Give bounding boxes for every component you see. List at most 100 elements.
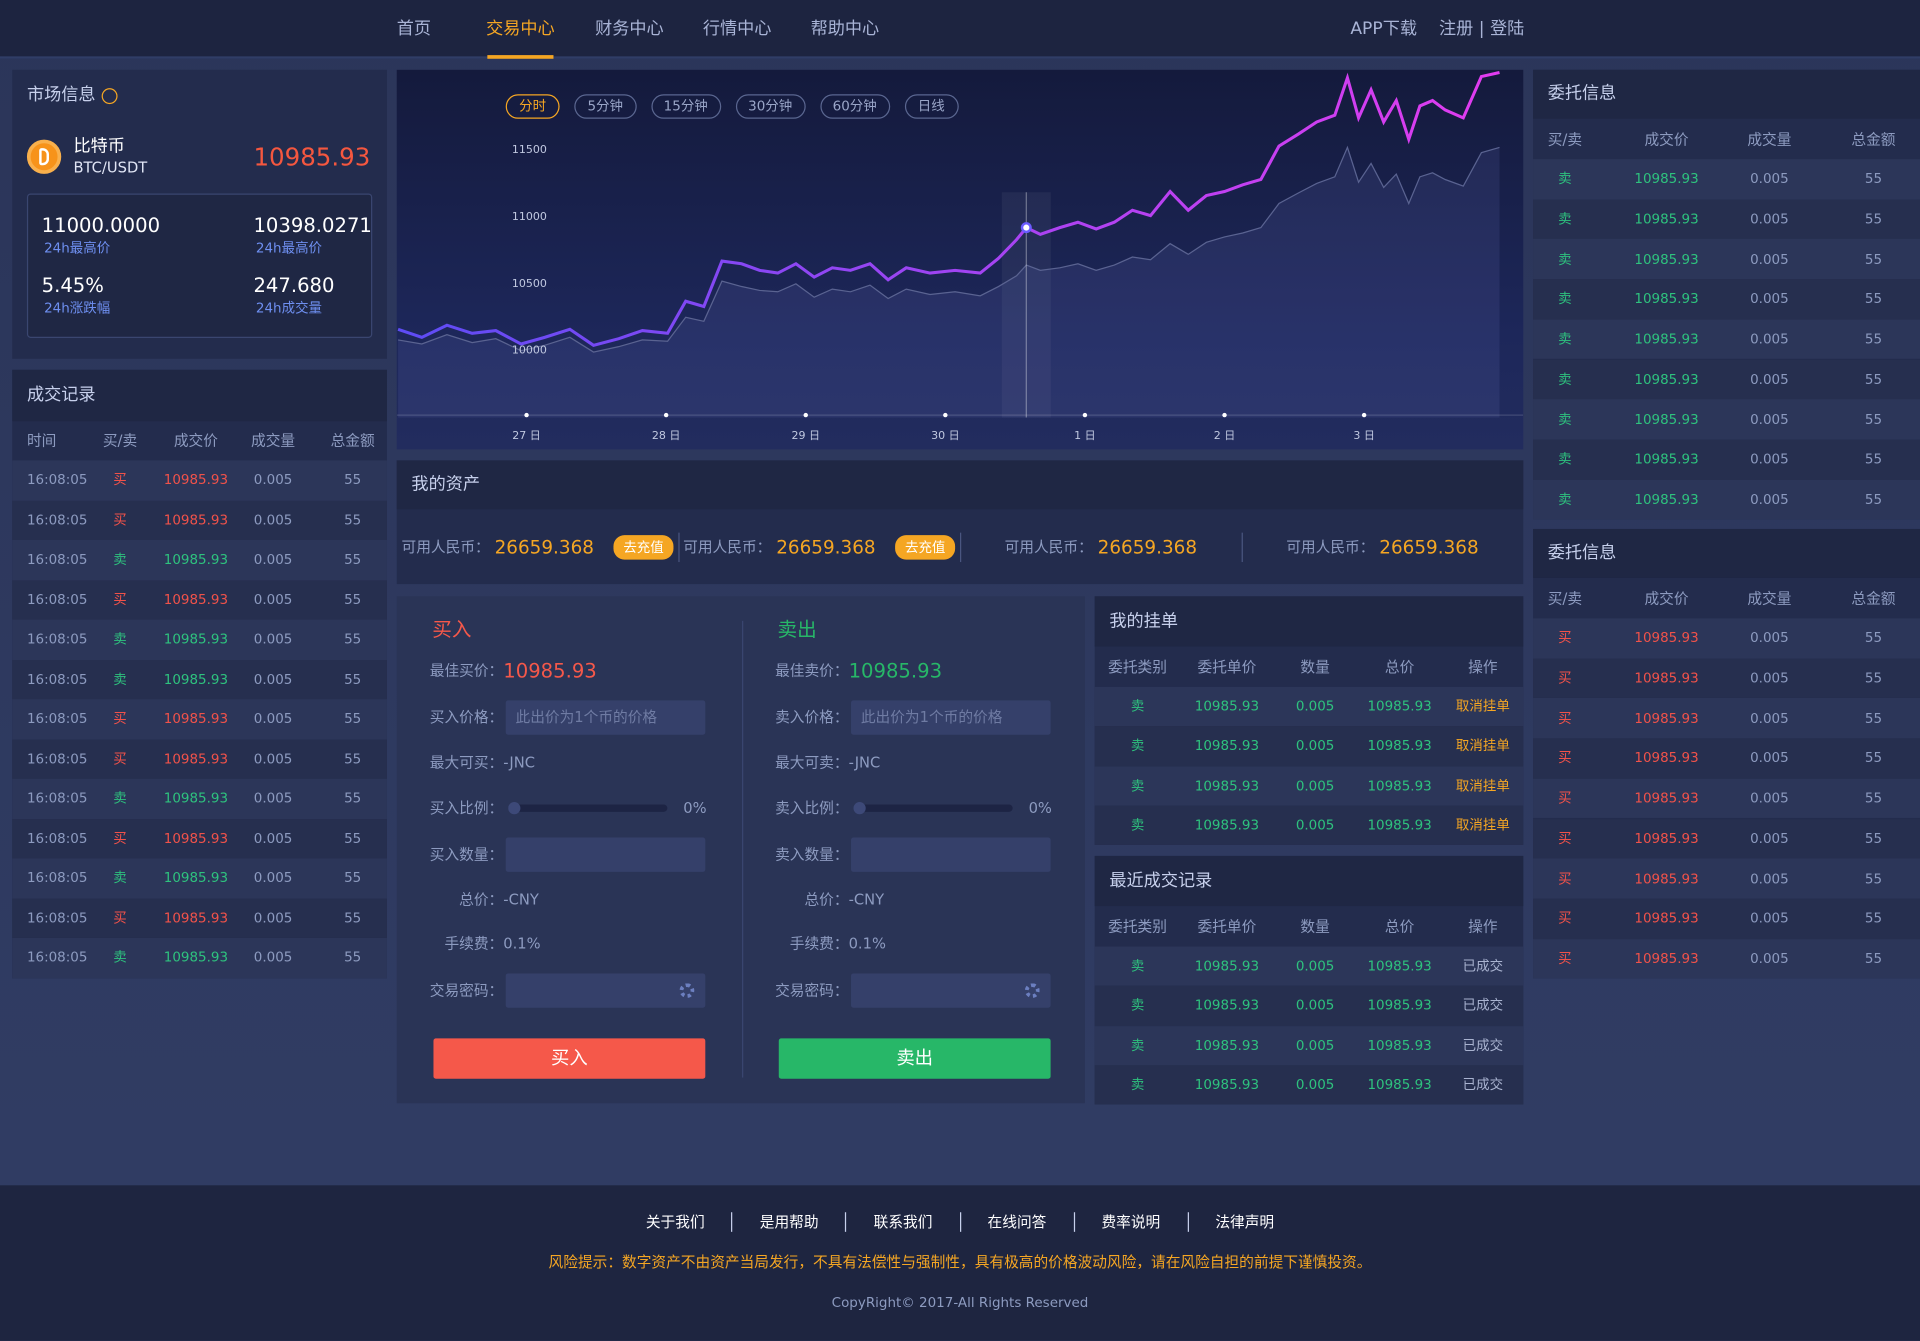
chart-tab[interactable]: 30分钟 — [735, 94, 806, 119]
asset-value: 26659.368 — [494, 535, 594, 558]
recharge-button[interactable]: 去充值 — [895, 534, 956, 559]
cell: 0.005 — [1295, 777, 1335, 794]
cell: 10985.93 — [1367, 817, 1432, 834]
asset-divider — [678, 532, 680, 563]
cell: 卖 — [113, 631, 127, 648]
ratio-value: 0% — [683, 799, 707, 817]
cell: 卖 — [1558, 331, 1572, 348]
cell[interactable]: 取消挂单 — [1455, 817, 1510, 834]
coin-name: 比特币 — [73, 136, 125, 157]
asset-divider — [1241, 532, 1243, 563]
cell: 10985.93 — [163, 631, 229, 648]
cell: 卖 — [113, 551, 127, 568]
chart-tab[interactable]: 分时 — [505, 94, 560, 119]
cell: 0.005 — [1750, 750, 1789, 767]
footer-link[interactable]: 法律声明 — [1187, 1212, 1301, 1232]
chart-tab[interactable]: 5分钟 — [574, 94, 637, 119]
nav-item[interactable]: 帮助中心 — [810, 19, 880, 39]
cell[interactable]: 取消挂单 — [1455, 738, 1510, 755]
cell: 10985.93 — [163, 512, 229, 528]
x-tick-label: 28 日 — [652, 429, 681, 442]
stat-value: 247.680 — [253, 273, 335, 297]
table-row: 16:08:05 卖 10985.93 0.005 55 — [12, 937, 387, 978]
ratio-track[interactable] — [508, 804, 668, 812]
footer-link[interactable]: 在线问答 — [959, 1212, 1073, 1232]
submit-button[interactable]: 买入 — [433, 1038, 706, 1079]
cell: 10985.93 — [1634, 630, 1699, 647]
cell: 0.005 — [1750, 251, 1789, 268]
cell: 55 — [344, 472, 362, 489]
cell: 0.005 — [1295, 817, 1335, 834]
price-input[interactable] — [505, 700, 706, 735]
cell: 10985.93 — [1194, 958, 1260, 975]
cell: 买 — [1558, 870, 1572, 887]
button-label: 买入 — [551, 1046, 588, 1069]
chart-tab[interactable]: 60分钟 — [819, 94, 890, 119]
y-tick-label: 10500 — [512, 277, 547, 290]
chart-tab[interactable]: 日线 — [904, 94, 959, 119]
cell: 16:08:05 — [26, 750, 88, 767]
table-row: 16:08:05 买 10985.93 0.005 55 — [12, 500, 387, 540]
cell: 55 — [344, 790, 362, 807]
table-row: 卖 10985.93 0.005 10985.93 取消挂单 — [1094, 766, 1524, 806]
asset-label: 可用人民币： — [401, 538, 490, 556]
x-tick — [1361, 412, 1367, 418]
table-row: 16:08:05 买 10985.93 0.005 55 — [12, 898, 387, 938]
coin-pair: BTC/USDT — [73, 158, 148, 177]
footer-link[interactable]: 费率说明 — [1073, 1212, 1187, 1232]
footer-link[interactable]: 是用帮助 — [731, 1212, 846, 1232]
nav-link[interactable]: APP下载 — [1350, 19, 1418, 39]
cell: 10985.93 — [1194, 817, 1260, 834]
qty-input[interactable] — [851, 837, 1051, 872]
cell: 55 — [344, 909, 362, 926]
cell: 10985.93 — [1634, 950, 1699, 967]
cell: 0.005 — [253, 591, 293, 608]
dropdown-icon[interactable] — [101, 88, 118, 105]
chart-tab[interactable]: 15分钟 — [650, 94, 721, 119]
cell: 卖 — [1558, 211, 1572, 228]
stat-label: 24h成交量 — [255, 300, 323, 317]
cell: 买 — [1558, 790, 1572, 807]
password-input[interactable] — [851, 973, 1051, 1008]
cell: 0.005 — [1750, 331, 1789, 348]
qty-input[interactable] — [505, 837, 706, 872]
nav-item[interactable]: 交易中心 — [486, 19, 555, 39]
x-tick-label: 27 日 — [512, 429, 541, 442]
password-input[interactable] — [505, 973, 706, 1008]
ratio-track[interactable] — [853, 804, 1013, 812]
cell: 买 — [1558, 710, 1572, 727]
column-header: 买/卖 — [102, 432, 138, 450]
cell: 10985.93 — [1367, 1076, 1432, 1093]
cell: 10985.93 — [1634, 710, 1699, 727]
x-tick — [1082, 412, 1088, 418]
nav-item[interactable]: 财务中心 — [595, 19, 664, 39]
nav-item[interactable]: 行情中心 — [702, 19, 772, 39]
submit-button[interactable]: 卖出 — [778, 1038, 1051, 1079]
cell: 0.005 — [1750, 910, 1789, 927]
tab-label: 15分钟 — [663, 98, 708, 115]
nav-link[interactable]: 注册 | 登陆 — [1439, 19, 1525, 39]
cell: 10985.93 — [1634, 251, 1699, 268]
cell: 55 — [1864, 870, 1883, 887]
cell[interactable]: 取消挂单 — [1455, 777, 1510, 794]
tab-label: 30分钟 — [748, 98, 793, 115]
recharge-button[interactable]: 去充值 — [613, 534, 674, 559]
footer-link[interactable]: 关于我们 — [645, 1213, 705, 1231]
field-label: 最佳卖价： — [775, 662, 849, 680]
column-header: 成交量 — [1747, 130, 1792, 148]
table-panel: 成交记录 时间 买/卖 成交价 成交量 总金额 16:08:05 买 10985.93 0.005… — [12, 369, 387, 978]
column-header: 成交价 — [1644, 130, 1689, 148]
column-header: 委托单价 — [1197, 917, 1257, 935]
price-input[interactable] — [851, 700, 1051, 735]
cell: 0.005 — [1295, 1076, 1335, 1093]
stat-label: 24h涨跌幅 — [44, 300, 111, 317]
cell: 16:08:05 — [26, 671, 88, 688]
table-row: 16:08:05 买 10985.93 0.005 55 — [12, 738, 387, 779]
footer-link[interactable]: 联系我们 — [845, 1212, 959, 1232]
cell: 55 — [344, 830, 362, 847]
table-row: 卖 10985.93 0.005 10985.93 已成交 — [1094, 1025, 1524, 1066]
cell[interactable]: 取消挂单 — [1455, 698, 1510, 715]
cell: 买 — [113, 909, 127, 926]
cell: 16:08:05 — [26, 949, 88, 966]
nav-item[interactable]: 首页 — [396, 19, 432, 39]
